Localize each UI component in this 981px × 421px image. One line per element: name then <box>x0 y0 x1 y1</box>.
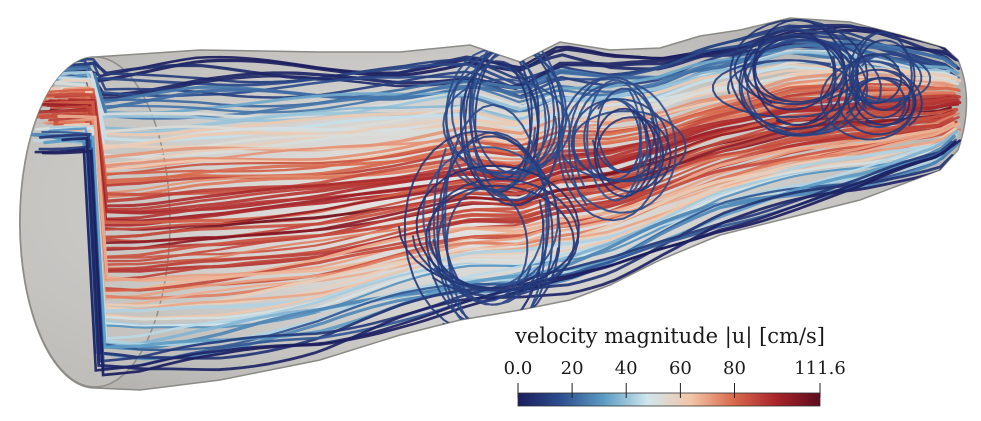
streamline <box>34 82 961 177</box>
colorbar-tick-label: 20 <box>561 358 584 379</box>
streamline <box>43 135 959 350</box>
vortex-streamline <box>432 131 550 306</box>
vortex-streamline <box>560 81 678 214</box>
streamline <box>42 118 958 282</box>
vortex-streamline <box>411 178 579 292</box>
streamline <box>42 124 958 313</box>
vortex-streamline <box>593 107 658 198</box>
streamline <box>45 67 962 151</box>
streamline <box>38 108 954 250</box>
streamline <box>62 63 954 137</box>
streamline <box>29 109 957 259</box>
streamline <box>63 72 955 160</box>
streamline <box>61 136 953 372</box>
streamline <box>31 24 959 84</box>
colorbar-tick-labels: 0.0 20 40 60 80 111.6 <box>504 358 846 379</box>
streamline <box>45 116 960 281</box>
colorbar-tick-label: 0.0 <box>504 358 533 379</box>
streamline <box>62 50 953 123</box>
streamline <box>51 123 955 300</box>
vortex-streamline <box>595 116 672 193</box>
streamline <box>48 127 951 329</box>
vortex-streamline <box>557 76 662 222</box>
streamline <box>35 125 950 321</box>
streamline <box>42 78 958 172</box>
colorbar-title: velocity magnitude |u| [cm/s] <box>514 324 825 349</box>
streamlines <box>28 18 962 377</box>
vortex-streamline <box>743 29 835 111</box>
streamline <box>54 88 957 188</box>
vortex-streamline <box>850 53 928 101</box>
streamline <box>37 44 953 114</box>
colorbar-tick-label: 60 <box>669 358 692 379</box>
colorbar-tick-label: 111.6 <box>794 358 846 379</box>
vortex-streamline <box>848 31 913 119</box>
colorbar-tick-label: 40 <box>615 358 638 379</box>
vortex-streamline <box>849 39 916 112</box>
streamline <box>64 40 955 108</box>
streamline <box>57 86 962 184</box>
vortex-streamline <box>711 59 858 118</box>
streamline <box>39 113 955 267</box>
vortex-streamline <box>837 68 923 136</box>
streamline <box>34 139 962 372</box>
colorbar-gradient <box>517 392 821 407</box>
colorbar-tick-marks <box>517 383 821 398</box>
streamline <box>32 83 959 176</box>
colorbar-tick-label: 80 <box>723 358 746 379</box>
colorbar: velocity magnitude |u| [cm/s] 0.0 20 40 60 8… <box>504 324 846 407</box>
vortex-streamline <box>847 77 907 129</box>
vortex-streamline <box>425 184 576 298</box>
